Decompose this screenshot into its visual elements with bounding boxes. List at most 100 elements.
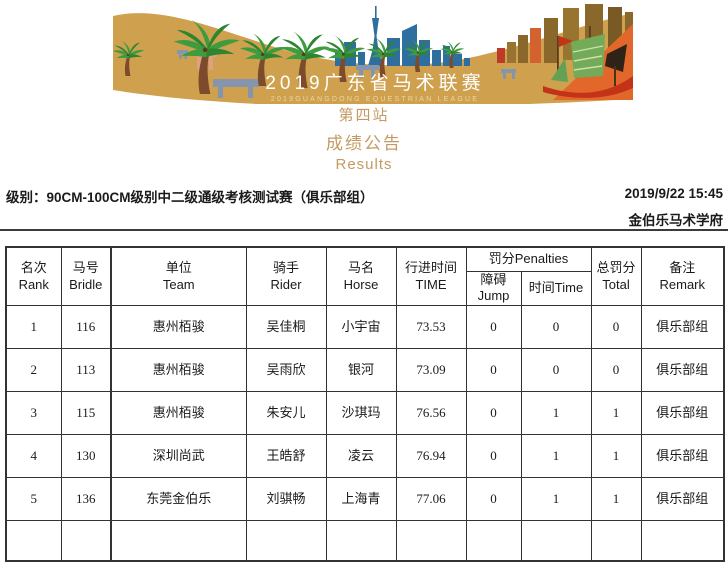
- results-title-cn: 成绩公告: [326, 134, 402, 153]
- cell-rider: 王皓舒: [245, 434, 327, 479]
- cell-time: 76.94: [395, 434, 467, 479]
- cell-time-penalty: 1: [520, 391, 592, 436]
- cell-rider: 吴雨欣: [245, 348, 327, 393]
- cell-rider: 朱安儿: [245, 391, 327, 436]
- remark-header-en: Remark: [659, 276, 706, 292]
- total-header-en: Total: [602, 276, 630, 292]
- banner-title-en: 2019GUANGDONG EQUESTRIAN LEAGUE: [271, 96, 479, 103]
- cell-time-penalty: 0: [520, 348, 592, 393]
- jump-obstacles: [177, 50, 516, 98]
- cell-time: 73.09: [395, 348, 467, 393]
- rank-header-cn: 名次: [20, 259, 47, 275]
- cell-rank: 1: [5, 305, 62, 350]
- col-header-penalties: 罚分Penalties: [465, 246, 592, 272]
- time-header-en: TIME: [415, 276, 447, 292]
- col-header-bridle: 马号 Bridle: [60, 246, 112, 307]
- bridle-header-cn: 马号: [72, 259, 99, 275]
- col-header-rider: 骑手 Rider: [245, 246, 327, 307]
- col-header-total: 总罚分 Total: [590, 246, 642, 307]
- cell-rank: 5: [5, 477, 62, 522]
- table-row: 4 130 深圳尚武 王皓舒 凌云 76.94 0 1 1 俱乐部组: [5, 434, 725, 479]
- cell-bridle: 136: [60, 477, 112, 522]
- cell-rider: 吴佳桐: [245, 305, 327, 350]
- table-row: 5 136 东莞金伯乐 刘骐畅 上海青 77.06 0 1 1 俱乐部组: [5, 477, 725, 522]
- bridle-header-en: Bridle: [69, 276, 103, 292]
- col-header-team: 单位 Team: [110, 246, 247, 307]
- meta-row: 级别：90CM-100CM级别中二级通级考核测试赛（俱乐部组） 2019/9/2…: [6, 186, 723, 206]
- cell-team: 惠州栢骏: [110, 391, 247, 436]
- results-table: 名次 Rank 马号 Bridle 单位 Team 骑手 Rider 马名 Ho…: [5, 246, 726, 562]
- station-title: 第四站: [338, 107, 390, 124]
- jump-header-en: Jump: [477, 288, 510, 304]
- cell-remark: 俱乐部组: [640, 305, 725, 350]
- cell-total: 0: [590, 348, 642, 393]
- cell-team: 惠州栢骏: [110, 305, 247, 350]
- col-header-jump: 障碍 Jump: [465, 270, 522, 307]
- cell-bridle: 116: [60, 305, 112, 350]
- banner-illustration: 2019广东省马术联赛 2019GUANGDONG EQUESTRIAN LEA…: [113, 4, 633, 107]
- cell-total: 1: [590, 391, 642, 436]
- table-row-partial: [5, 520, 725, 562]
- cell-remark: 俱乐部组: [640, 477, 725, 522]
- cell-horse: 银河: [325, 348, 397, 393]
- col-header-time-penalty: 时间Time: [520, 270, 592, 307]
- cell-remark: 俱乐部组: [640, 391, 725, 436]
- city-skyline: [335, 6, 470, 66]
- col-header-remark: 备注 Remark: [640, 246, 725, 307]
- time-header-cn: 行进时间: [404, 259, 457, 275]
- remark-header-cn: 备注: [669, 259, 696, 275]
- cell-team: 东莞金伯乐: [110, 477, 247, 522]
- rank-header-en: Rank: [18, 276, 49, 292]
- cell-jump-penalty: 0: [465, 434, 522, 479]
- banner-title-cn: 2019广东省马术联赛: [265, 72, 484, 94]
- jump-header-cn: 障碍: [480, 271, 507, 287]
- cell-bridle: 130: [60, 434, 112, 479]
- cell-horse: 沙琪玛: [325, 391, 397, 436]
- cell-time-penalty: 1: [520, 434, 592, 479]
- cell-rank: 2: [5, 348, 62, 393]
- cell-rank: 4: [5, 434, 62, 479]
- cell-remark: 俱乐部组: [640, 434, 725, 479]
- cell-remark: 俱乐部组: [640, 348, 725, 393]
- cell-jump-penalty: 0: [465, 305, 522, 350]
- col-header-rank: 名次 Rank: [5, 246, 62, 307]
- cell-team: 惠州栢骏: [110, 348, 247, 393]
- datetime-label: 2019/9/22 15:45: [624, 186, 723, 201]
- cell-jump-penalty: 0: [465, 477, 522, 522]
- cell-team: 深圳尚武: [110, 434, 247, 479]
- col-header-horse: 马名 Horse: [325, 246, 397, 307]
- team-header-cn: 单位: [165, 259, 192, 275]
- separator-line: [0, 229, 728, 231]
- cell-time: 76.56: [395, 391, 467, 436]
- rider-header-cn: 骑手: [272, 259, 299, 275]
- team-header-en: Team: [162, 276, 195, 292]
- horse-header-en: Horse: [343, 276, 379, 292]
- class-level-label: 级别：90CM-100CM级别中二级通级考核测试赛（俱乐部组）: [6, 190, 374, 205]
- rider-header-en: Rider: [270, 276, 302, 292]
- header-row-1: 名次 Rank 马号 Bridle 单位 Team 骑手 Rider 马名 Ho…: [5, 246, 725, 307]
- cell-horse: 凌云: [325, 434, 397, 479]
- cell-horse: 上海青: [325, 477, 397, 522]
- cell-time-penalty: 1: [520, 477, 592, 522]
- cell-jump-penalty: 0: [465, 348, 522, 393]
- cell-time: 73.53: [395, 305, 467, 350]
- venue-label: 金伯乐马术学府: [628, 213, 724, 228]
- results-title-en: Results: [335, 156, 393, 173]
- col-header-time: 行进时间 TIME: [395, 246, 467, 307]
- cell-bridle: 113: [60, 348, 112, 393]
- cell-time-penalty: 0: [520, 305, 592, 350]
- cell-jump-penalty: 0: [465, 391, 522, 436]
- event-banner: 2019广东省马术联赛 2019GUANGDONG EQUESTRIAN LEA…: [112, 4, 634, 107]
- cell-total: 1: [590, 477, 642, 522]
- cell-horse: 小宇宙: [325, 305, 397, 350]
- cell-total: 1: [590, 434, 642, 479]
- junk-boat-scene: [543, 24, 633, 100]
- table-row: 1 116 惠州栢骏 吴佳桐 小宇宙 73.53 0 0 0 俱乐部组: [5, 305, 725, 350]
- cell-bridle: 115: [60, 391, 112, 436]
- cell-rider: 刘骐畅: [245, 477, 327, 522]
- table-row: 3 115 惠州栢骏 朱安儿 沙琪玛 76.56 0 1 1 俱乐部组: [5, 391, 725, 436]
- table-row: 2 113 惠州栢骏 吴雨欣 银河 73.09 0 0 0 俱乐部组: [5, 348, 725, 393]
- total-header-cn: 总罚分: [596, 259, 636, 275]
- cell-total: 0: [590, 305, 642, 350]
- cell-time: 77.06: [395, 477, 467, 522]
